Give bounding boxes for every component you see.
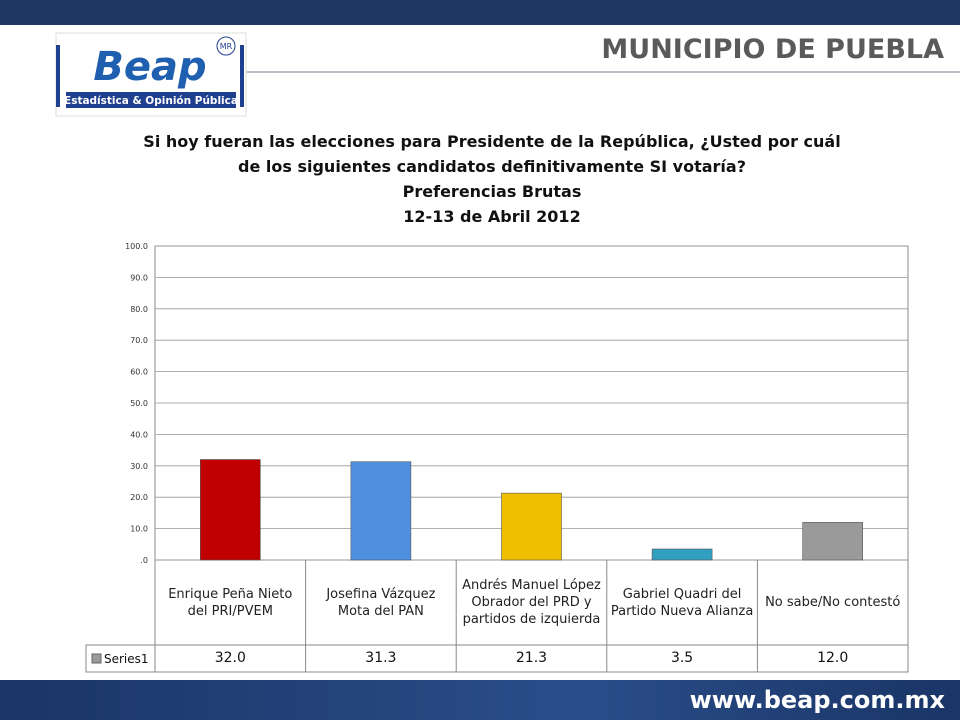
bottom-band xyxy=(0,680,960,720)
data-label: 32.0 xyxy=(214,650,246,666)
x-tick-label: Enrique Peña Nieto del PRI/PVEM xyxy=(168,586,293,619)
y-tick-label: 80.0 xyxy=(130,305,148,314)
legend-swatch xyxy=(91,653,102,664)
y-tick-label: 90.0 xyxy=(130,273,148,282)
logo-mark: MR xyxy=(220,42,233,51)
logo-mark-ring xyxy=(216,36,236,56)
legend-label: Series1 xyxy=(104,652,149,666)
y-tick-label: .0 xyxy=(140,556,148,565)
logo-name: Beap xyxy=(93,44,206,90)
logo-strip xyxy=(66,92,236,108)
data-label: 3.5 xyxy=(670,650,694,666)
logo: Beap MR Estadística & Opinión Pública xyxy=(55,32,247,117)
data-label: 12.0 xyxy=(817,650,849,666)
y-tick-label: 40.0 xyxy=(130,430,148,439)
data-label: 21.3 xyxy=(515,650,548,666)
data-label: 31.3 xyxy=(365,650,397,666)
bar xyxy=(651,548,713,561)
x-tick-label: Gabriel Quadri del Partido Nueva Alianza xyxy=(610,586,754,619)
y-tick-label: 50.0 xyxy=(130,399,148,408)
bar xyxy=(501,492,562,561)
chart-title: Si hoy fueran las elecciones para Presid… xyxy=(143,132,840,151)
y-tick-label: 100.0 xyxy=(125,242,148,251)
bar xyxy=(200,459,261,561)
data-table xyxy=(85,644,909,673)
x-tick-label: Andrés Manuel López Obrador del PRD y pa… xyxy=(462,578,601,627)
x-tick-label: No sabe/No contestó xyxy=(765,595,901,610)
bar xyxy=(802,522,864,561)
y-tick-label: 70.0 xyxy=(130,336,148,345)
footer-url: www.beap.com.mx xyxy=(690,686,946,714)
bar xyxy=(350,461,412,561)
region-title: MUNICIPIO DE PUEBLA xyxy=(601,34,944,65)
top-band xyxy=(0,0,960,25)
y-tick-label: 20.0 xyxy=(130,493,148,502)
logo-bar xyxy=(56,45,60,107)
logo-tagline: Estadística & Opinión Pública xyxy=(64,95,238,107)
logo-bar xyxy=(240,45,244,107)
y-tick-label: 30.0 xyxy=(130,462,148,471)
x-tick-label: Josefina Vázquez Mota del PAN xyxy=(326,586,436,619)
chart-title: Preferencias Brutas xyxy=(403,182,582,201)
y-tick-label: 10.0 xyxy=(130,525,148,534)
y-tick-label: 60.0 xyxy=(130,368,148,377)
chart-title: de los siguientes candidatos definitivam… xyxy=(238,157,746,176)
chart-title: 12-13 de Abril 2012 xyxy=(403,207,580,226)
